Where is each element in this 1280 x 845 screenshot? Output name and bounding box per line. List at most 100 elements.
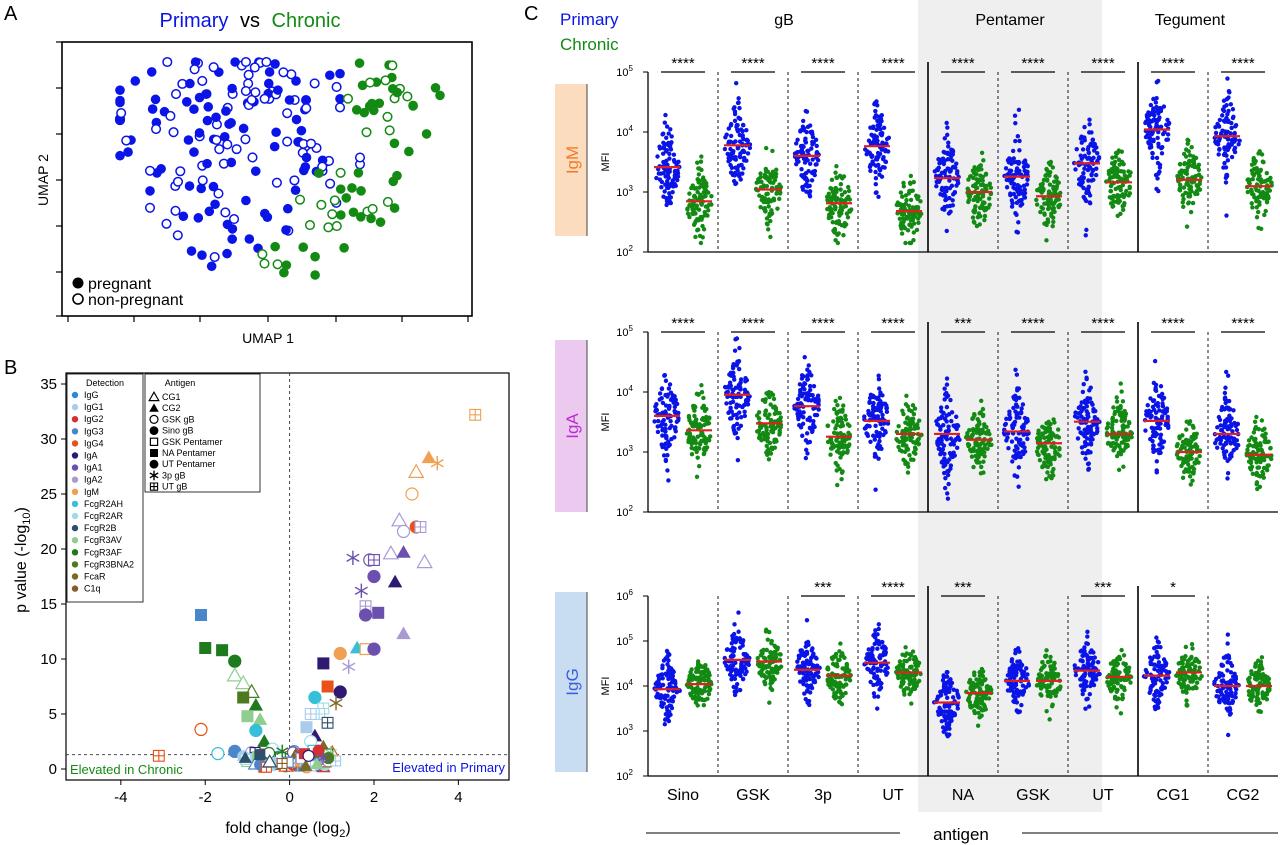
volcano-point bbox=[226, 667, 243, 682]
mfi-point bbox=[811, 422, 816, 427]
mfi-point bbox=[693, 234, 698, 240]
mfi-point bbox=[1021, 451, 1026, 457]
detection-legend-marker bbox=[71, 585, 79, 592]
mfi-point bbox=[971, 169, 976, 174]
mfi-point bbox=[769, 418, 774, 423]
mfi-point bbox=[1078, 136, 1084, 141]
mfi-point bbox=[670, 676, 675, 682]
mfi-point bbox=[758, 425, 764, 430]
volcano-point bbox=[333, 685, 347, 699]
mfi-point bbox=[1224, 174, 1230, 179]
mfi-point bbox=[1112, 159, 1118, 165]
mfi-point bbox=[1221, 108, 1227, 114]
mfi-point bbox=[1023, 420, 1029, 425]
mfi-point bbox=[826, 191, 831, 197]
mfi-point bbox=[874, 127, 879, 132]
antigen-legend-label: 3p gB bbox=[162, 470, 186, 480]
mfi-point bbox=[733, 80, 739, 86]
mfi-point bbox=[983, 207, 989, 212]
mfi-point bbox=[941, 443, 947, 448]
mfi-point bbox=[1079, 430, 1084, 436]
panel-b-y-tick-label: 25 bbox=[40, 486, 57, 503]
mfi-point bbox=[913, 205, 919, 210]
mfi-point bbox=[669, 134, 674, 139]
panel-b-left-annotation: Elevated in Chronic bbox=[70, 762, 183, 777]
mfi-point bbox=[1082, 124, 1087, 130]
mfi-point bbox=[758, 205, 763, 210]
mfi-point bbox=[1019, 424, 1025, 430]
panel-a-title-chronic: Chronic bbox=[272, 10, 341, 32]
mfi-point bbox=[777, 410, 782, 416]
mfi-point bbox=[1013, 194, 1019, 200]
antigen-legend-marker bbox=[149, 426, 159, 435]
mfi-point bbox=[729, 641, 734, 646]
mfi-point bbox=[702, 435, 707, 440]
mfi-point bbox=[987, 181, 993, 186]
mfi-point bbox=[1013, 367, 1018, 372]
mfi-point bbox=[1224, 102, 1229, 108]
mfi-point bbox=[703, 189, 708, 195]
volcano-point bbox=[300, 721, 313, 734]
mfi-point bbox=[875, 632, 880, 637]
mfi-point bbox=[980, 427, 985, 432]
mfi-point bbox=[724, 663, 729, 668]
mfi-point bbox=[967, 447, 973, 452]
mfi-point bbox=[1081, 171, 1086, 176]
mfi-point bbox=[734, 421, 740, 427]
mfi-point bbox=[953, 414, 959, 419]
mfi-point bbox=[810, 157, 815, 162]
panel-c-legend-chronic: Chronic bbox=[560, 35, 619, 54]
mfi-point bbox=[1048, 160, 1053, 165]
detection-legend-marker bbox=[71, 428, 79, 435]
mfi-point bbox=[1110, 155, 1115, 160]
umap-point bbox=[375, 217, 386, 227]
mfi-point bbox=[907, 674, 913, 679]
mfi-point bbox=[950, 148, 955, 153]
mfi-point bbox=[942, 709, 947, 714]
detection-legend-label: FcgR3BNA2 bbox=[84, 559, 134, 569]
mfi-point bbox=[1248, 456, 1254, 461]
mfi-point bbox=[878, 127, 883, 132]
mfi-point bbox=[737, 671, 743, 676]
mfi-point bbox=[834, 175, 839, 180]
mfi-point bbox=[982, 422, 987, 427]
umap-point bbox=[115, 150, 125, 161]
significance-stars: **** bbox=[1231, 315, 1255, 332]
mfi-point bbox=[654, 175, 659, 181]
umap-point bbox=[227, 234, 238, 244]
mfi-point bbox=[833, 651, 839, 657]
umap-point bbox=[331, 221, 342, 232]
mfi-point bbox=[948, 463, 954, 468]
mfi-point bbox=[1165, 132, 1171, 137]
mfi-point bbox=[1175, 173, 1180, 179]
mfi-point bbox=[801, 118, 806, 124]
volcano-point bbox=[252, 712, 268, 725]
mfi-point bbox=[670, 695, 676, 700]
mfi-point bbox=[1180, 475, 1186, 481]
mfi-point bbox=[1015, 474, 1020, 479]
mfi-point bbox=[1045, 464, 1051, 470]
mfi-point bbox=[1190, 435, 1196, 441]
tick-base: 10 bbox=[616, 507, 628, 519]
mfi-point bbox=[1010, 177, 1015, 182]
mfi-point bbox=[1268, 446, 1273, 451]
detection-legend-label: IgM bbox=[84, 487, 99, 497]
mfi-point bbox=[843, 413, 848, 418]
mfi-point bbox=[726, 158, 731, 164]
mfi-point bbox=[768, 218, 773, 224]
mfi-point bbox=[735, 359, 740, 364]
umap-point bbox=[261, 56, 272, 68]
mfi-point bbox=[742, 409, 747, 414]
mfi-point bbox=[1088, 156, 1094, 162]
umap-point bbox=[185, 78, 195, 89]
mfi-point bbox=[667, 156, 672, 161]
mfi-point bbox=[846, 430, 851, 436]
mfi-point bbox=[981, 158, 986, 163]
umap-point bbox=[259, 258, 270, 269]
mfi-point bbox=[1231, 114, 1236, 120]
mfi-point bbox=[656, 693, 661, 699]
mfi-point bbox=[1085, 448, 1091, 454]
umap-point bbox=[144, 202, 156, 213]
volcano-point bbox=[152, 749, 165, 762]
umap-point bbox=[301, 152, 312, 163]
